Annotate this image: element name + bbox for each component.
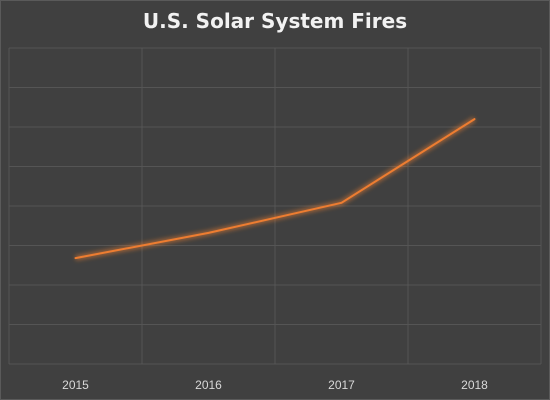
series-layer <box>74 116 476 261</box>
gridlines <box>8 47 542 365</box>
chart-title: U.S. Solar System Fires <box>142 9 408 33</box>
x-tick-label: 2018 <box>461 378 488 392</box>
x-tick-label: 2016 <box>195 378 222 392</box>
x-tick-label: 2015 <box>62 378 89 392</box>
series-line <box>74 118 476 260</box>
x-tick-label: 2017 <box>328 378 355 392</box>
x-axis-tick-labels: 2015 2016 2017 2018 <box>62 378 488 392</box>
